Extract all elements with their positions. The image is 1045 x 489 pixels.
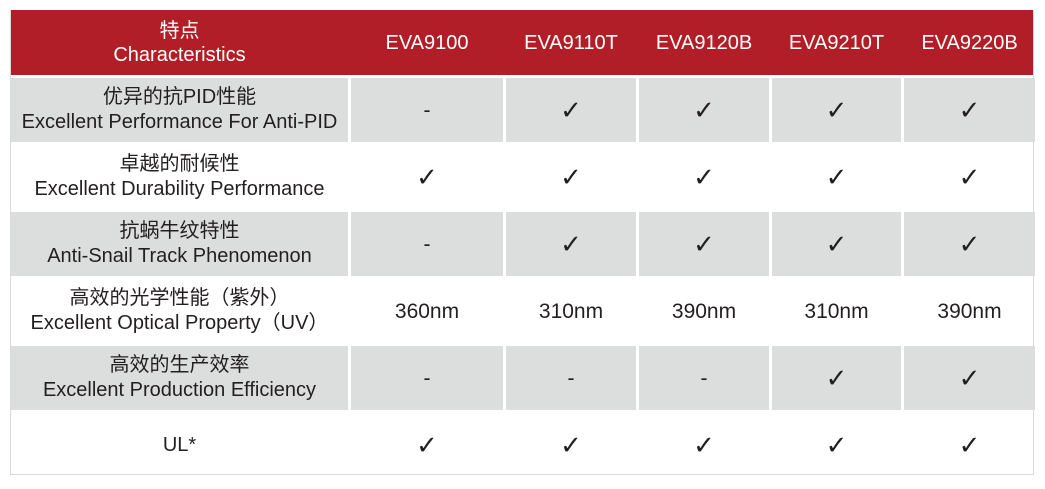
check-icon: ✓	[904, 78, 1035, 142]
characteristic-en: UL*	[162, 433, 197, 456]
value-cell: 390nm	[937, 299, 1002, 323]
header-product: EVA9210T	[788, 31, 885, 54]
check-icon: ✓	[772, 346, 901, 410]
check-icon: ✓	[639, 78, 769, 142]
table-row: 高效的光学性能（紫外） Excellent Optical Property（UV…	[11, 279, 1033, 343]
check-icon: ✓	[506, 78, 636, 142]
characteristic-en: Excellent Production Efficiency	[42, 379, 317, 401]
table-row: 高效的生产效率 Excellent Production Efficiency - -…	[11, 346, 1035, 410]
check-icon: ✓	[958, 161, 981, 192]
characteristic-cell: 优异的抗PID性能 Excellent Performance For Anti-…	[11, 78, 348, 142]
value-cell: 360nm	[394, 299, 460, 323]
check-icon: ✓	[772, 78, 901, 142]
characteristic-en: Excellent Optical Property（UV）	[30, 312, 329, 334]
characteristic-cn: 高效的生产效率	[109, 354, 250, 376]
table-row: 抗蜗牛纹特性 Anti-Snail Track Phenomenon - ✓ ✓ ✓ ✓	[11, 212, 1035, 276]
header-product: EVA9220B	[921, 31, 1018, 54]
check-icon: ✓	[560, 161, 582, 192]
header-product: EVA9100	[385, 31, 469, 54]
check-icon: ✓	[693, 161, 715, 192]
header-label-cn: 特点	[159, 19, 200, 42]
characteristic-en: Excellent Performance For Anti-PID	[21, 111, 338, 133]
header-product: EVA9120B	[655, 31, 753, 54]
table-header: 特点 Characteristics EVA9100 EVA9110T EVA9…	[11, 10, 1033, 75]
check-icon: ✓	[958, 429, 981, 460]
value-cell: -	[351, 346, 503, 410]
check-icon: ✓	[560, 429, 582, 460]
table-row: 卓越的耐候性 Excellent Durability Performance ✓ ✓…	[11, 145, 1033, 209]
header-characteristics: 特点 Characteristics	[11, 10, 348, 75]
check-icon: ✓	[825, 161, 848, 192]
characteristic-cn: 高效的光学性能（紫外）	[69, 287, 290, 309]
check-icon: ✓	[506, 212, 636, 276]
value-cell: -	[351, 212, 503, 276]
characteristic-cn: 卓越的耐候性	[119, 153, 240, 175]
check-icon: ✓	[772, 212, 901, 276]
header-label-en: Characteristics	[113, 43, 246, 66]
characteristic-en: Anti-Snail Track Phenomenon	[47, 245, 312, 267]
value-cell: -	[506, 346, 636, 410]
characteristic-cell: 高效的生产效率 Excellent Production Efficiency	[11, 346, 348, 410]
value-cell: 310nm	[538, 299, 604, 323]
characteristic-cell: 卓越的耐候性 Excellent Durability Performance	[11, 145, 348, 209]
value-cell: 310nm	[804, 299, 869, 323]
comparison-table: 特点 Characteristics EVA9100 EVA9110T EVA9…	[10, 10, 1035, 477]
table-row: 优异的抗PID性能 Excellent Performance For Anti-…	[11, 78, 1035, 142]
value-cell: 390nm	[671, 299, 737, 323]
value-cell: -	[351, 78, 503, 142]
check-icon: ✓	[904, 212, 1035, 276]
check-icon: ✓	[416, 429, 438, 460]
header-product: EVA9110T	[524, 31, 618, 54]
characteristic-cell: UL*	[11, 413, 348, 477]
characteristic-cn: 优异的抗PID性能	[102, 86, 257, 108]
check-icon: ✓	[825, 429, 848, 460]
check-icon: ✓	[904, 346, 1035, 410]
check-icon: ✓	[639, 212, 769, 276]
check-icon: ✓	[693, 429, 715, 460]
characteristic-en: Excellent Durability Performance	[34, 178, 325, 200]
value-cell: -	[639, 346, 769, 410]
characteristic-cn: 抗蜗牛纹特性	[119, 220, 240, 242]
check-icon: ✓	[416, 161, 438, 192]
table-row: UL* ✓ ✓ ✓ ✓ ✓	[11, 413, 1033, 477]
characteristic-cell: 高效的光学性能（紫外） Excellent Optical Property（UV…	[11, 279, 348, 343]
characteristic-cell: 抗蜗牛纹特性 Anti-Snail Track Phenomenon	[11, 212, 348, 276]
